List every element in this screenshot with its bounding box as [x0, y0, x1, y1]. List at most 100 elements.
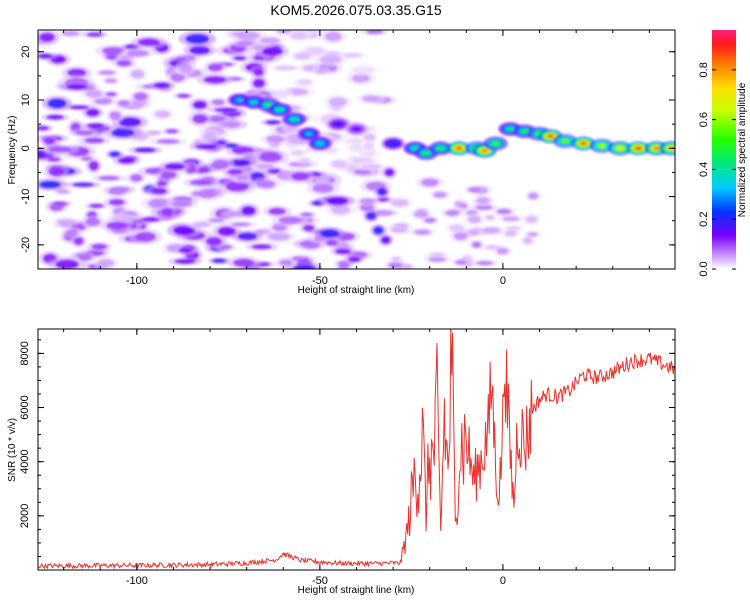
y-tick-label: 0	[20, 145, 32, 151]
heatmap-cell	[312, 53, 349, 66]
heatmap-cell	[415, 176, 445, 189]
x-tick-label: -100	[126, 275, 148, 287]
heatmap-cell	[441, 207, 464, 218]
heatmap-cell	[218, 178, 256, 195]
heatmap-cell	[478, 225, 506, 236]
heatmap-cell	[86, 241, 112, 252]
heatmap-cell	[85, 157, 102, 174]
ridge-point	[326, 117, 351, 132]
heatmap-cell	[497, 214, 525, 223]
heatmap-cell	[187, 111, 212, 127]
heatmap-cell	[59, 81, 94, 92]
heatmap-cell	[203, 61, 228, 74]
heatmap-cell	[178, 31, 217, 47]
ridge-point	[483, 136, 508, 151]
heatmap-cell	[158, 160, 191, 173]
heatmap-cell	[469, 239, 485, 250]
heatmap-cell	[47, 200, 73, 208]
heatmap-x-label: Height of straight line (km)	[298, 285, 415, 296]
heatmap-cell	[471, 194, 495, 207]
heatmap-cell	[41, 95, 73, 112]
heatmap-cell	[273, 30, 296, 36]
heatmap-panel: -100 -50 0 20 10 0 -10 -20 Height of straight …	[7, 29, 676, 296]
heatmap-cell	[216, 119, 246, 129]
heatmap-cell	[409, 227, 436, 237]
heatmap-cell	[51, 217, 82, 227]
heatmap-cell	[271, 214, 309, 227]
y-tick-label: 8000	[19, 341, 31, 365]
heatmap-cell	[388, 255, 405, 263]
ridge-point	[344, 121, 369, 136]
colorbar-tick-label: 0.0	[698, 261, 710, 276]
heatmap-cell	[330, 246, 356, 257]
heatmap-cell	[356, 93, 386, 105]
heatmap-cell	[165, 199, 198, 209]
heatmap-cell	[174, 246, 196, 255]
y-tick-label: 4000	[19, 449, 31, 473]
y-tick-label: -10	[20, 189, 32, 205]
colorbar-ticks: 0.0 0.2 0.4 0.6 0.8	[698, 62, 736, 277]
snr-y-label: SNR (10 * v/v)	[7, 418, 18, 482]
heatmap-cell	[198, 129, 222, 144]
heatmap-cell	[493, 245, 513, 257]
heatmap-cell	[44, 163, 69, 180]
heatmap-cell	[319, 194, 356, 208]
heatmap-cell	[291, 77, 317, 88]
heatmap-cell	[251, 149, 290, 166]
heatmap-cell	[188, 142, 224, 151]
heatmap-cell	[200, 234, 227, 249]
heatmap-cell	[285, 169, 315, 184]
heatmap-cell	[150, 137, 187, 146]
heatmap-cell	[91, 174, 127, 182]
heatmap-cell	[409, 209, 433, 220]
heatmap-cell	[237, 203, 260, 219]
heatmap-cell	[314, 226, 346, 241]
heatmap-cell	[322, 237, 342, 248]
heatmap-cell	[101, 76, 121, 85]
heatmap-cell	[80, 215, 105, 229]
heatmap-cell	[268, 64, 303, 72]
heatmap-y-label: Frequency (Hz)	[7, 116, 18, 185]
heatmap-cell	[253, 35, 286, 46]
heatmap-cell	[38, 30, 60, 45]
snr-x-label: Height of straight line (km)	[298, 585, 415, 596]
colorbar-tick-label: 0.6	[698, 112, 710, 127]
heatmap-cell	[361, 30, 389, 36]
x-tick-label: 0	[500, 275, 506, 287]
heatmap-cell	[451, 258, 471, 267]
heatmap-cell	[166, 223, 202, 239]
heatmap-cell	[463, 213, 486, 226]
colorbar-tick-label: 0.2	[698, 212, 710, 227]
ridge-point	[589, 138, 614, 153]
heatmap-cell	[196, 73, 234, 87]
heatmap-cell	[114, 98, 134, 109]
heatmap-cell	[525, 190, 542, 202]
heatmap-cell	[360, 139, 378, 153]
heatmap-cell	[294, 156, 314, 165]
ridge-point	[428, 141, 453, 156]
heatmap-cell	[522, 213, 541, 226]
snr-frame	[37, 328, 676, 571]
heatmap-cell	[492, 207, 516, 216]
heatmap-cell	[250, 177, 281, 191]
heatmap-cell	[102, 90, 120, 98]
x-tick-label: -50	[312, 575, 328, 587]
ridge-point	[571, 136, 596, 151]
heatmap-cell	[128, 146, 163, 155]
x-tick-label: 0	[500, 575, 506, 587]
y-tick-label: 20	[20, 46, 32, 58]
heatmap-cell	[69, 128, 100, 138]
heatmap-cell	[377, 233, 394, 247]
heatmap-cell	[38, 124, 54, 133]
y-tick-label: 6000	[19, 395, 31, 419]
snr-panel: -100 -50 0 2000 4000 6000 8000 Height of stra…	[7, 328, 676, 596]
snr-y-ticks: 2000 4000 6000 8000	[19, 339, 675, 557]
heatmap-cell	[129, 89, 152, 104]
heatmap-cell	[112, 155, 141, 166]
heatmap-cell	[157, 204, 177, 219]
heatmap-cell	[319, 30, 347, 45]
ridge-point	[307, 136, 332, 151]
heatmap-cell	[94, 68, 120, 77]
heatmap-cell	[41, 113, 70, 122]
